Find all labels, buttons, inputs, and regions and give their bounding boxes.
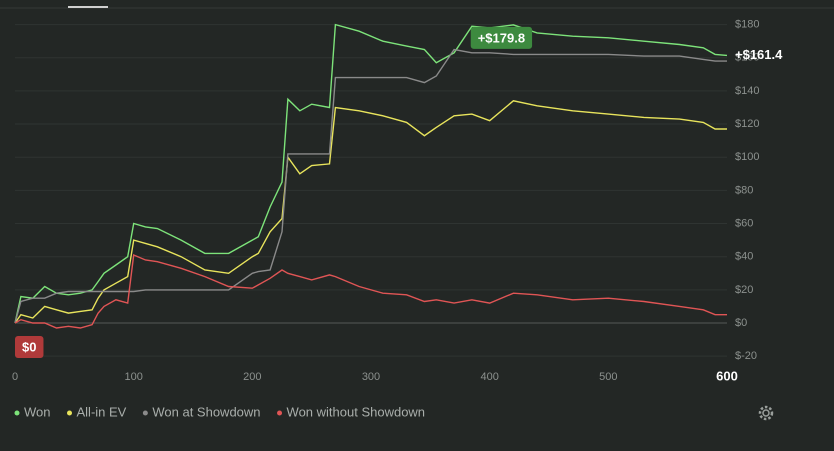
y-tick-label: $-20 (735, 350, 757, 362)
x-tick-label: 300 (362, 371, 380, 383)
annotation-box (15, 336, 44, 359)
legend-item[interactable]: Won without Showdown (277, 404, 425, 419)
y-tick-label: $140 (735, 85, 759, 97)
x-tick-label: 0 (12, 371, 18, 383)
series-line (14, 23, 728, 324)
annotation-label: $0 (22, 339, 36, 354)
x-tick-label: 400 (480, 371, 498, 383)
legend-marker (67, 410, 72, 416)
annotation: +$179.8 (470, 26, 533, 49)
gear-hub (762, 409, 770, 417)
annotation-label: +$161.4 (735, 47, 783, 62)
legend-item[interactable]: Won at Showdown (142, 404, 261, 419)
legend-label: Won at Showdown (152, 404, 260, 419)
x-tick-label: 500 (599, 371, 617, 383)
series-line (14, 253, 727, 329)
y-tick-label: $120 (735, 118, 759, 130)
series-line (14, 48, 727, 324)
legend-item[interactable]: All-in EV (67, 404, 127, 419)
settings-icon[interactable] (758, 405, 774, 421)
x-tick-label: 100 (124, 371, 142, 383)
x-tick-label: 200 (243, 371, 261, 383)
legend-label: Won (24, 404, 51, 419)
legend-marker (277, 410, 283, 416)
annotation-label: +$179.8 (478, 30, 525, 45)
gear (758, 405, 774, 421)
y-tick-label: $20 (735, 284, 753, 296)
annotation: $0 (15, 336, 44, 359)
annotation-box (470, 26, 533, 49)
x-tick-label: 600 (716, 368, 738, 383)
y-tick-label: $180 (735, 18, 759, 30)
y-tick-label: $40 (735, 251, 753, 263)
legend-item[interactable]: Won (14, 404, 51, 419)
legend-marker (14, 410, 20, 416)
legend-label: Won without Showdown (287, 404, 426, 419)
y-tick-label: $60 (735, 217, 753, 229)
y-tick-label: $80 (735, 184, 753, 196)
legend-label: All-in EV (77, 404, 127, 419)
y-tick-label: $160 (735, 52, 759, 64)
y-tick-label: $100 (735, 151, 759, 163)
legend-marker (142, 410, 148, 416)
y-tick-label: $0 (735, 317, 747, 329)
